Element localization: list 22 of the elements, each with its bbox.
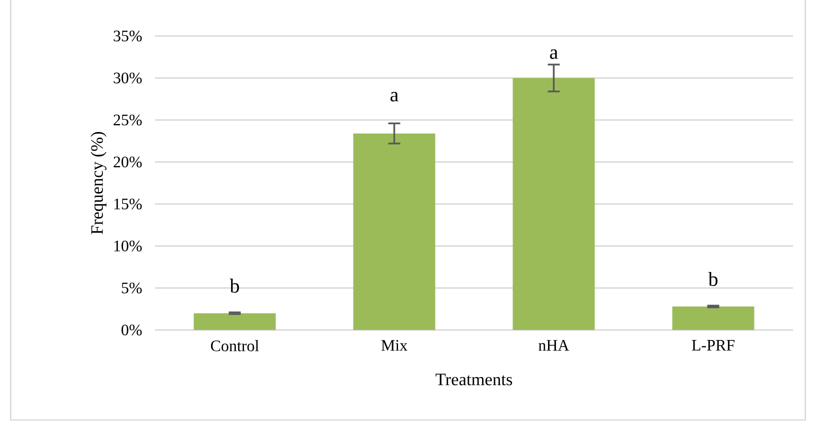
x-tick-label: L-PRF — [692, 340, 734, 351]
annotation: b — [708, 272, 718, 286]
y-tick-label: 25% — [114, 114, 142, 126]
annotation: a — [550, 49, 558, 59]
y-tick-label: 20% — [114, 156, 142, 168]
bar — [194, 313, 276, 330]
annotation: b — [230, 278, 239, 293]
y-axis-title: Frequency (%) — [90, 132, 106, 234]
y-tick-label: 30% — [114, 72, 142, 84]
y-tick-label: 5% — [122, 282, 142, 294]
x-tick-label: nHA — [538, 340, 570, 351]
y-tick-label: 10% — [114, 240, 142, 252]
y-tick-label: 0% — [122, 324, 142, 336]
x-tick-label: Mix — [381, 340, 408, 351]
bar — [353, 133, 436, 330]
x-axis-title: Treatments — [436, 374, 512, 386]
y-tick-label: 35% — [114, 30, 142, 42]
x-tick-label: Control — [210, 340, 259, 352]
bar — [512, 78, 595, 330]
bar — [672, 306, 754, 330]
annotation: a — [390, 92, 398, 102]
y-tick-label: 15% — [114, 198, 142, 210]
